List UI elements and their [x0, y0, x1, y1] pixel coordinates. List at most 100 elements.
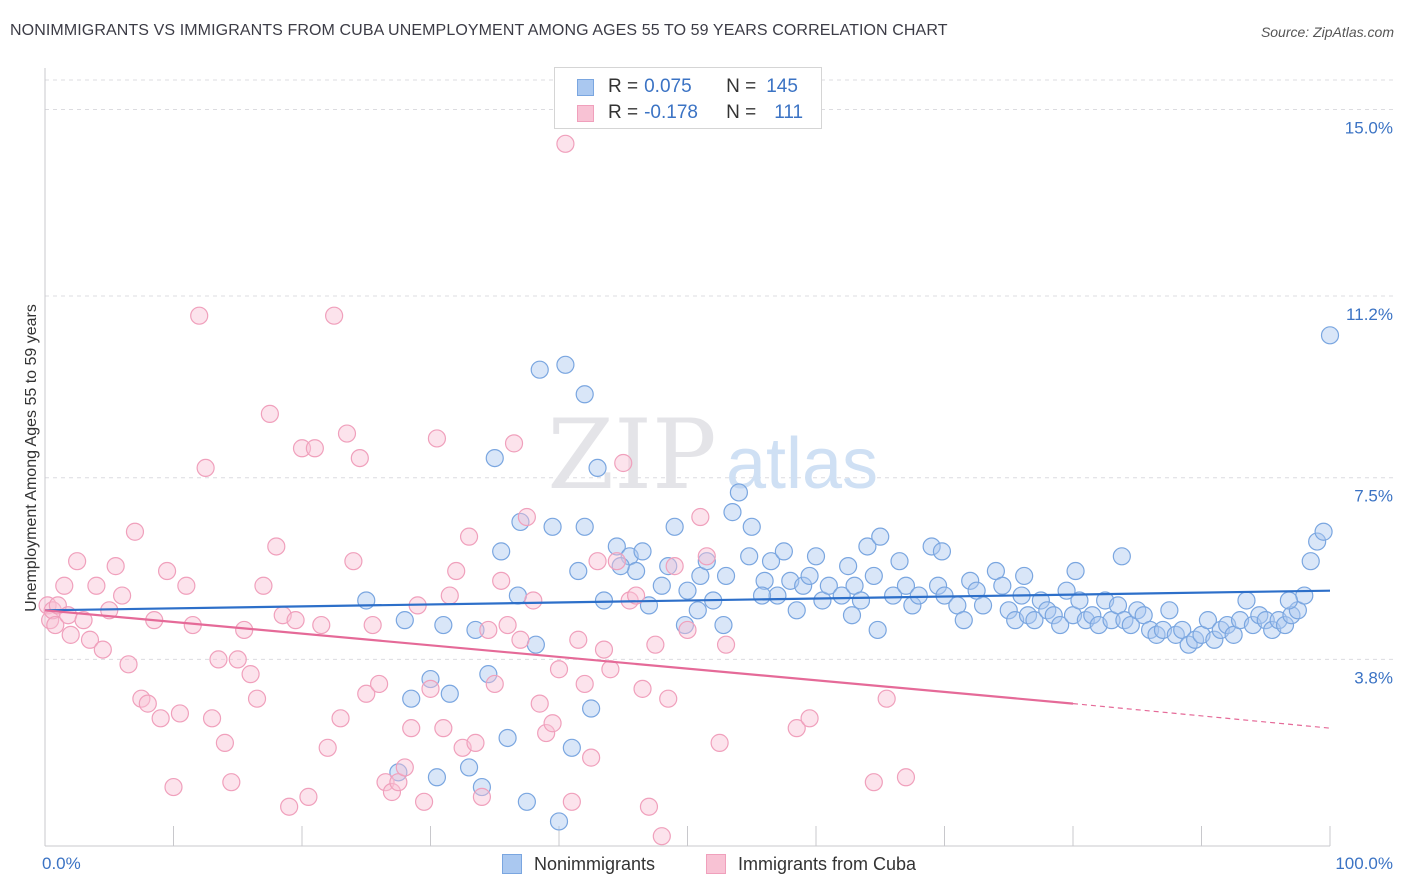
point-nonimmigrant [973, 596, 993, 615]
point-nonimmigrant [1025, 611, 1044, 630]
point-nonimmigrant [492, 542, 511, 561]
point-cuba [93, 640, 112, 659]
point-nonimmigrant [1083, 606, 1102, 625]
point-nonimmigrant [909, 586, 928, 605]
point-cuba [215, 733, 234, 752]
point-cuba [575, 674, 594, 694]
legend-label: Nonimmigrants [534, 853, 656, 874]
point-cuba [787, 719, 806, 738]
point-nonimmigrant [1112, 547, 1131, 566]
point-cuba [459, 527, 479, 546]
point-cuba [138, 694, 157, 713]
point-nonimmigrant [932, 542, 952, 561]
trend-line-cuba [44, 609, 1074, 705]
point-nonimmigrant [1320, 326, 1340, 345]
point-nonimmigrant [922, 537, 941, 556]
point-cuba [202, 709, 222, 728]
x-tick-label: 100.0% [1335, 854, 1393, 873]
point-cuba [864, 773, 883, 792]
point-nonimmigrant [530, 360, 549, 379]
point-nonimmigrant [485, 448, 504, 468]
point-nonimmigrant [928, 576, 948, 595]
point-cuba [299, 787, 318, 806]
point-cuba [479, 620, 498, 640]
point-nonimmigrant [1314, 522, 1333, 541]
point-cuba [524, 591, 543, 610]
point-cuba [190, 306, 209, 325]
point-nonimmigrant [626, 561, 646, 581]
point-cuba [68, 552, 87, 571]
y-tick-label: 3.8% [1354, 668, 1393, 687]
point-cuba [498, 615, 517, 635]
point-nonimmigrant [543, 517, 562, 536]
point-cuba [55, 576, 74, 595]
legend-label: Immigrants from Cuba [738, 853, 917, 874]
bottom-legend-cuba: Immigrants from Cuba [706, 852, 916, 876]
point-nonimmigrant [740, 547, 759, 566]
point-nonimmigrant [575, 385, 594, 404]
watermark: ZIP atlas [547, 399, 878, 511]
point-cuba [74, 611, 93, 630]
point-cuba [87, 576, 106, 595]
point-nonimmigrant [575, 517, 594, 536]
axes [44, 68, 1331, 847]
point-cuba [594, 640, 614, 659]
point-nonimmigrant [839, 557, 858, 576]
point-cuba [222, 773, 241, 792]
point-nonimmigrant [395, 611, 414, 630]
point-cuba [170, 704, 190, 723]
point-cuba [659, 689, 678, 708]
point-cuba [247, 689, 267, 708]
point-nonimmigrant [440, 684, 459, 703]
point-nonimmigrant [1051, 615, 1070, 635]
point-cuba [582, 748, 601, 767]
point-nonimmigrant [1044, 606, 1063, 625]
point-cuba [639, 797, 659, 816]
point-cuba [421, 679, 440, 698]
data-points [38, 134, 1340, 846]
point-nonimmigrant [851, 591, 871, 610]
point-nonimmigrant [526, 635, 545, 654]
legend-r-value: 0.075 [644, 76, 692, 97]
point-cuba [254, 576, 273, 595]
point-nonimmigrant [633, 542, 652, 561]
legend-swatch-pink [706, 854, 726, 874]
legend-swatch-blue [577, 78, 594, 96]
point-nonimmigrant [858, 537, 877, 556]
legend-n-label: N = [726, 76, 757, 97]
point-nonimmigrant [742, 517, 761, 536]
point-cuba [466, 733, 485, 752]
point-nonimmigrant [755, 571, 774, 590]
point-cuba [427, 429, 447, 448]
point-nonimmigrant [459, 758, 479, 777]
point-nonimmigrant [768, 586, 787, 605]
point-cuba [440, 586, 459, 605]
point-cuba [716, 635, 736, 654]
point-nonimmigrant [498, 728, 517, 748]
point-cuba [125, 522, 145, 541]
point-cuba [395, 758, 414, 777]
point-cuba [633, 679, 652, 698]
point-nonimmigrant [472, 777, 491, 797]
point-nonimmigrant [716, 566, 736, 586]
point-cuba [119, 655, 138, 674]
point-nonimmigrant [832, 586, 851, 605]
point-cuba [646, 635, 665, 654]
point-nonimmigrant [774, 542, 793, 561]
point-nonimmigrant [729, 483, 749, 502]
point-nonimmigrant [1279, 591, 1298, 610]
point-nonimmigrant [549, 812, 569, 831]
series-cuba [38, 134, 916, 846]
trend-lines [44, 589, 1331, 729]
point-nonimmigrant [1308, 532, 1327, 551]
point-cuba [607, 552, 626, 571]
point-cuba [697, 547, 716, 566]
legend-n-value: 111 [774, 102, 804, 123]
point-cuba [517, 507, 536, 527]
point-cuba [196, 458, 215, 478]
point-nonimmigrant [1015, 566, 1034, 586]
point-nonimmigrant [999, 601, 1018, 620]
point-cuba [106, 557, 125, 576]
point-nonimmigrant [1301, 552, 1320, 571]
